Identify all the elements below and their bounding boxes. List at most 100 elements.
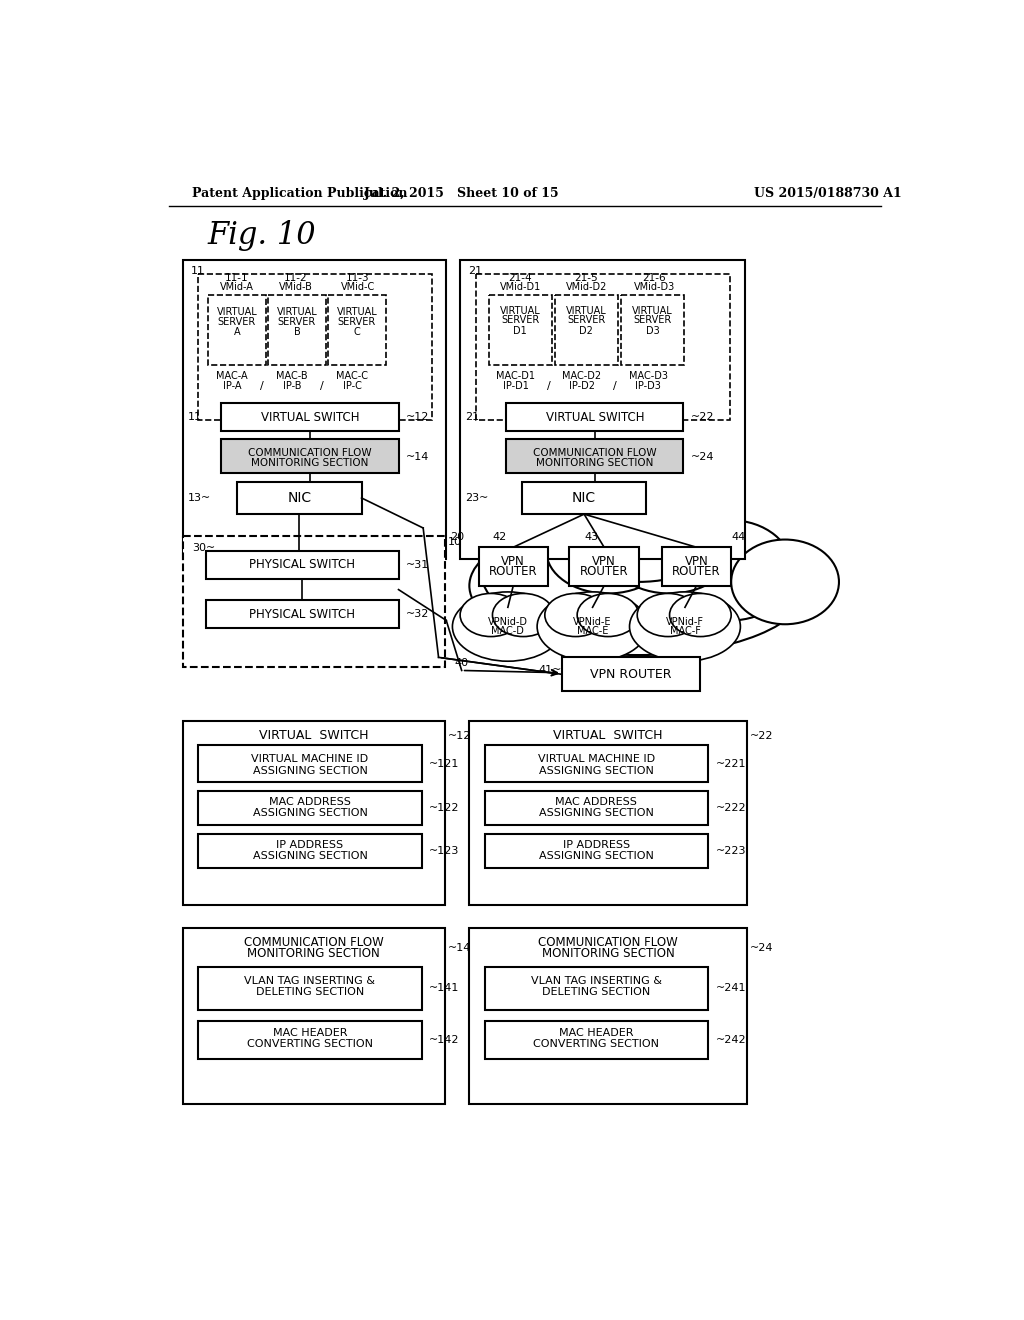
Text: ASSIGNING SECTION: ASSIGNING SECTION: [253, 766, 368, 776]
Text: 44: 44: [731, 532, 745, 543]
Text: VPN: VPN: [685, 554, 709, 568]
Text: 10: 10: [447, 537, 462, 546]
Text: IP ADDRESS: IP ADDRESS: [276, 841, 343, 850]
Text: Jul. 2, 2015   Sheet 10 of 15: Jul. 2, 2015 Sheet 10 of 15: [364, 186, 559, 199]
Text: PHYSICAL SWITCH: PHYSICAL SWITCH: [249, 607, 355, 620]
Text: MONITORING SECTION: MONITORING SECTION: [251, 458, 369, 469]
Text: 21-5: 21-5: [574, 273, 598, 282]
Text: ROUTER: ROUTER: [488, 565, 538, 578]
Ellipse shape: [538, 591, 648, 661]
Text: ASSIGNING SECTION: ASSIGNING SECTION: [539, 766, 654, 776]
Text: VIRTUAL MACHINE ID: VIRTUAL MACHINE ID: [252, 754, 369, 764]
Bar: [237, 482, 361, 515]
Text: ~223: ~223: [716, 846, 746, 857]
Text: VPN: VPN: [592, 554, 616, 568]
Text: VIRTUAL  SWITCH: VIRTUAL SWITCH: [259, 730, 369, 742]
Text: 41~: 41~: [539, 665, 562, 676]
Ellipse shape: [460, 594, 521, 636]
Text: VLAN TAG INSERTING &: VLAN TAG INSERTING &: [245, 975, 376, 986]
Text: VPNid-E: VPNid-E: [573, 616, 611, 627]
Text: ~22: ~22: [750, 731, 773, 741]
Text: VPNid-D: VPNid-D: [487, 616, 527, 627]
Bar: [199, 792, 422, 825]
Text: ~12: ~12: [447, 731, 471, 741]
Text: SERVER: SERVER: [634, 315, 672, 325]
Text: SERVER: SERVER: [278, 317, 316, 326]
Text: VIRTUAL MACHINE ID: VIRTUAL MACHINE ID: [538, 754, 655, 764]
Text: VIRTUAL  SWITCH: VIRTUAL SWITCH: [553, 730, 663, 742]
Bar: [206, 552, 398, 578]
Text: COMMUNICATION FLOW: COMMUNICATION FLOW: [534, 447, 656, 458]
Text: C: C: [353, 327, 360, 338]
Ellipse shape: [637, 594, 698, 636]
Text: A: A: [233, 327, 241, 338]
Bar: [484, 1020, 708, 1059]
Text: VMid-D3: VMid-D3: [634, 282, 675, 292]
Text: VIRTUAL: VIRTUAL: [337, 308, 377, 317]
Text: MAC-D3: MAC-D3: [629, 371, 668, 381]
Text: 43: 43: [585, 532, 599, 543]
Ellipse shape: [630, 591, 740, 661]
Ellipse shape: [731, 540, 839, 624]
Text: VIRTUAL: VIRTUAL: [566, 306, 607, 315]
Text: ~142: ~142: [429, 1035, 460, 1045]
Ellipse shape: [481, 520, 611, 620]
Bar: [521, 482, 646, 515]
Text: ~31: ~31: [407, 560, 429, 570]
Text: MONITORING SECTION: MONITORING SECTION: [542, 948, 675, 961]
Text: 11: 11: [188, 412, 203, 422]
Text: CONVERTING SECTION: CONVERTING SECTION: [534, 1039, 659, 1049]
Text: 11: 11: [190, 265, 205, 276]
Bar: [199, 275, 432, 420]
Text: MAC-E: MAC-E: [577, 626, 608, 636]
Text: MAC ADDRESS: MAC ADDRESS: [269, 797, 351, 807]
Ellipse shape: [670, 594, 731, 636]
Text: ~32: ~32: [407, 610, 430, 619]
Text: 42: 42: [493, 532, 507, 543]
Text: MAC HEADER: MAC HEADER: [272, 1028, 347, 1038]
Ellipse shape: [493, 594, 554, 636]
Bar: [208, 296, 266, 364]
Bar: [484, 744, 708, 781]
Bar: [199, 966, 422, 1010]
Text: IP ADDRESS: IP ADDRESS: [563, 841, 630, 850]
Text: SERVER: SERVER: [567, 315, 605, 325]
Text: 21: 21: [466, 412, 479, 422]
Text: ASSIGNING SECTION: ASSIGNING SECTION: [539, 851, 654, 861]
Text: MAC-B: MAC-B: [276, 371, 308, 381]
Text: VIRTUAL SWITCH: VIRTUAL SWITCH: [261, 411, 359, 424]
Text: MAC-D2: MAC-D2: [562, 371, 601, 381]
Text: ASSIGNING SECTION: ASSIGNING SECTION: [539, 808, 654, 818]
Ellipse shape: [453, 591, 563, 661]
Text: Fig. 10: Fig. 10: [208, 220, 316, 251]
Text: ~141: ~141: [429, 983, 460, 994]
Text: IP-D2: IP-D2: [568, 380, 595, 391]
Text: ~123: ~123: [429, 846, 460, 857]
Text: VMid-D1: VMid-D1: [500, 282, 541, 292]
Text: D1: D1: [513, 326, 527, 335]
Bar: [199, 744, 422, 781]
Bar: [183, 260, 446, 558]
Text: ~222: ~222: [716, 804, 746, 813]
Text: B: B: [294, 327, 300, 338]
Text: NIC: NIC: [287, 491, 311, 506]
Bar: [506, 438, 683, 473]
Text: VIRTUAL: VIRTUAL: [500, 306, 541, 315]
Bar: [221, 438, 398, 473]
Text: /: /: [613, 380, 616, 391]
Text: D2: D2: [580, 326, 593, 335]
Text: 21-4: 21-4: [508, 273, 532, 282]
Text: ~22: ~22: [691, 412, 715, 422]
Text: /: /: [260, 380, 263, 391]
Bar: [469, 721, 746, 906]
Bar: [199, 1020, 422, 1059]
Text: MONITORING SECTION: MONITORING SECTION: [537, 458, 653, 469]
Text: /: /: [319, 380, 324, 391]
Text: MAC ADDRESS: MAC ADDRESS: [555, 797, 637, 807]
Text: IP-D3: IP-D3: [635, 380, 660, 391]
Text: ROUTER: ROUTER: [672, 565, 721, 578]
Text: 20: 20: [451, 532, 464, 543]
Text: COMMUNICATION FLOW: COMMUNICATION FLOW: [244, 936, 384, 949]
Bar: [555, 296, 617, 364]
Text: DELETING SECTION: DELETING SECTION: [543, 987, 650, 998]
